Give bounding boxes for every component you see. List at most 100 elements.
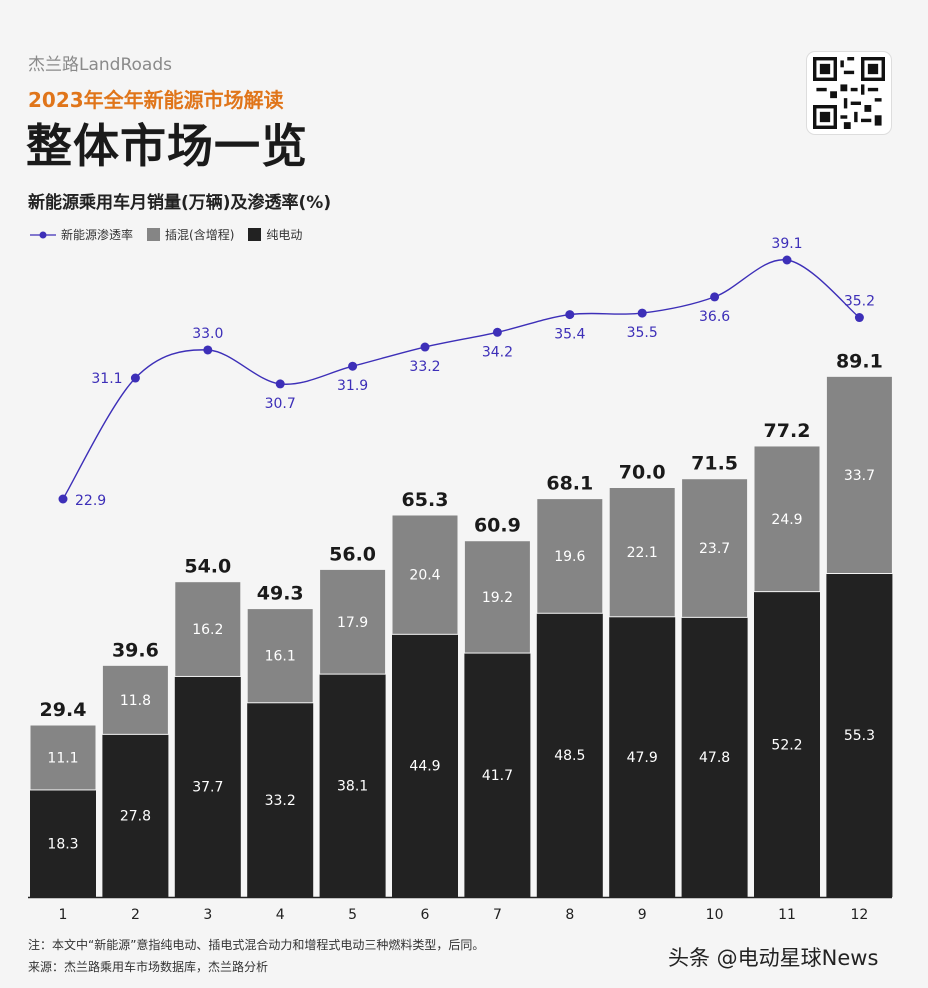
- bar-label-phev: 20.4: [409, 568, 440, 584]
- total-label: 70.0: [619, 462, 666, 484]
- bar-label-phev: 19.6: [554, 549, 585, 565]
- penetration-label: 39.1: [771, 236, 802, 252]
- bar-phev: [753, 445, 821, 593]
- watermark: 头条 @电动星球News: [668, 946, 879, 970]
- source-note: 来源：杰兰路乘用车市场数据库，杰兰路分析: [28, 960, 269, 974]
- bar-phev: [681, 478, 749, 618]
- bar-label-phev: 23.7: [699, 541, 730, 557]
- bev-swatch-icon: [248, 228, 262, 241]
- bar-phev: [825, 375, 893, 574]
- bar-label-bev: 55.3: [844, 728, 875, 744]
- phev-swatch-icon: [147, 228, 161, 241]
- total-label: 77.2: [764, 420, 811, 442]
- penetration-point: [565, 310, 575, 320]
- bar-bev: [174, 676, 241, 897]
- report-subtitle: 2023年全年新能源市场解读: [28, 88, 284, 112]
- x-tick-label: 9: [638, 907, 647, 923]
- bar-label-bev: 41.7: [482, 768, 513, 784]
- penetration-point: [130, 373, 140, 383]
- x-tick-label: 8: [565, 907, 574, 923]
- penetration-label: 35.2: [844, 294, 875, 310]
- bar-label-phev: 11.1: [47, 750, 78, 766]
- penetration-label: 33.0: [192, 326, 223, 342]
- legend-label-phev: 插混(含增程): [165, 228, 235, 242]
- penetration-point: [348, 361, 358, 371]
- legend-item-phev: 插混(含增程): [147, 226, 234, 243]
- penetration-point: [275, 379, 285, 389]
- bar-label-phev: 16.1: [265, 649, 296, 665]
- bar-bev: [754, 591, 820, 897]
- x-tick-label: 5: [348, 907, 357, 923]
- total-label: 89.1: [836, 350, 883, 372]
- bar-label-phev: 17.9: [337, 615, 368, 631]
- legend-item-penetration: 新能源渗透率: [30, 226, 133, 243]
- bar-phev: [246, 608, 314, 704]
- bar-label-bev: 48.5: [554, 748, 585, 764]
- legend-item-bev: 纯电动: [248, 226, 302, 243]
- penetration-label: 34.2: [482, 344, 513, 360]
- total-label: 49.3: [257, 583, 304, 605]
- penetration-label: 33.2: [409, 359, 440, 375]
- bar-bev: [536, 613, 603, 897]
- chart-legend: 新能源渗透率 插混(含增程) 纯电动: [30, 226, 316, 243]
- total-label: 54.0: [184, 556, 231, 578]
- legend-label-penetration: 新能源渗透率: [61, 228, 134, 242]
- x-tick-label: 10: [706, 907, 724, 923]
- bar-phev: [29, 724, 97, 791]
- total-label: 60.9: [474, 515, 521, 537]
- bar-label-bev: 33.2: [265, 793, 296, 809]
- x-tick-label: 7: [493, 907, 502, 923]
- x-tick-label: 1: [59, 907, 68, 923]
- bar-bev: [247, 702, 314, 897]
- x-tick-label: 2: [131, 907, 140, 923]
- penetration-point: [782, 255, 792, 265]
- penetration-label: 31.1: [91, 371, 122, 387]
- total-label: 71.5: [691, 453, 738, 475]
- penetration-point: [420, 342, 430, 352]
- x-tick-label: 12: [850, 907, 868, 923]
- total-label: 68.1: [546, 473, 593, 495]
- penetration-point: [854, 313, 864, 323]
- total-label: 29.4: [40, 699, 87, 721]
- footnote: 注：本文中“新能源”意指纯电动、插电式混合动力和增程式电动三种燃料类型，后同。: [28, 938, 485, 952]
- x-tick-label: 3: [203, 907, 212, 923]
- bar-label-phev: 19.2: [482, 590, 513, 606]
- bar-label-phev: 11.8: [120, 693, 151, 709]
- total-label: 39.6: [112, 639, 159, 661]
- bar-phev: [391, 514, 459, 635]
- bar-label-bev: 47.8: [699, 750, 730, 766]
- page-title: 整体市场一览: [26, 119, 308, 173]
- bar-phev: [463, 540, 531, 654]
- penetration-label: 36.6: [699, 309, 730, 325]
- line-legend-icon: [30, 231, 56, 238]
- bar-label-bev: 37.7: [192, 780, 223, 796]
- brand-name: 杰兰路LandRoads: [28, 55, 172, 75]
- bar-bev: [609, 616, 676, 897]
- bar-phev: [101, 664, 169, 735]
- total-label: 56.0: [329, 543, 376, 565]
- penetration-line: [62, 259, 860, 500]
- bar-label-bev: 18.3: [47, 836, 78, 852]
- bar-label-phev: 33.7: [844, 468, 875, 484]
- bar-label-bev: 38.1: [337, 779, 368, 795]
- penetration-point: [492, 327, 502, 337]
- penetration-label: 35.4: [554, 327, 585, 343]
- x-tick-label: 11: [778, 907, 796, 923]
- x-tick-label: 6: [421, 907, 430, 923]
- bar-bev: [681, 617, 748, 897]
- chart-title: 新能源乘用车月销量(万辆)及渗透率(%): [28, 193, 332, 213]
- bar-phev: [174, 581, 242, 677]
- bar-phev: [608, 487, 676, 618]
- legend-label-bev: 纯电动: [266, 228, 303, 242]
- penetration-label: 31.9: [337, 378, 368, 394]
- bar-label-bev: 44.9: [409, 759, 440, 775]
- penetration-point: [710, 292, 720, 302]
- penetration-point: [637, 308, 647, 318]
- bar-label-phev: 22.1: [627, 545, 658, 561]
- bar-bev: [826, 573, 893, 897]
- bar-bev: [102, 734, 169, 897]
- bar-phev: [319, 568, 387, 675]
- penetration-point: [58, 494, 68, 504]
- bar-bev: [319, 674, 386, 897]
